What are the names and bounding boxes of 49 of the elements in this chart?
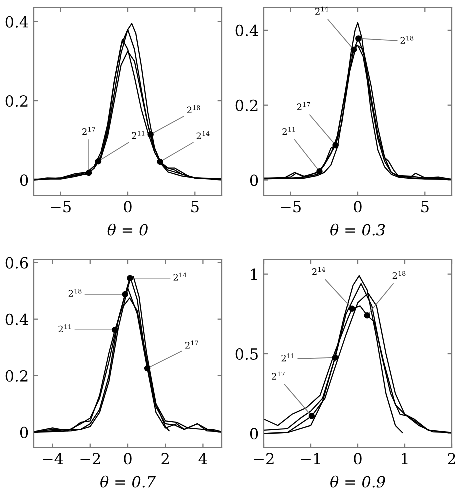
annotation: 2$^{11}$ (282, 127, 296, 136)
annotation: 2$^{14}$ (196, 131, 210, 140)
annotation: 2$^{14}$ (316, 6, 328, 15)
y-tick-label: 0.2 (6, 95, 28, 108)
x-tick-label: 0 (124, 453, 132, 465)
y-tick-label: 0 (250, 174, 258, 186)
x-tick-label: 0 (124, 201, 132, 213)
annotation: 2$^{18}$ (400, 36, 414, 44)
y-tick-label: 0 (20, 426, 28, 438)
annotation: 2$^{17}$ (297, 102, 310, 110)
x-axis-title: θ = 0 (108, 224, 148, 236)
x-tick-label: −1 (301, 453, 320, 464)
annotation: 2$^{14}$ (174, 272, 187, 281)
x-tick-label: 5 (192, 201, 199, 213)
annotation: 2$^{11}$ (132, 131, 145, 139)
x-tick-label: −2 (254, 453, 274, 464)
x-tick-label: −5 (281, 201, 301, 213)
y-tick-label: 0.5 (236, 348, 258, 360)
x-tick-label: 0 (354, 453, 362, 465)
x-axis-title: θ = 0.9 (330, 476, 386, 488)
annotation: 2$^{18}$ (187, 106, 200, 114)
annotation: 2$^{17}$ (82, 127, 96, 136)
x-tick-label: 2 (162, 453, 169, 464)
y-tick-label: 0.2 (6, 370, 28, 382)
x-tick-label: −2 (80, 453, 100, 464)
x-tick-label: 4 (198, 453, 208, 464)
x-tick-label: 0 (354, 201, 362, 213)
annotation: 2$^{14}$ (312, 267, 326, 276)
x-tick-label: −5 (51, 201, 71, 213)
annotation: 2$^{11}$ (282, 354, 294, 362)
y-tick-label: 0.4 (6, 16, 28, 28)
y-tick-label: 0.4 (6, 314, 28, 326)
x-tick-label: 1 (402, 453, 408, 464)
y-tick-label: 0.2 (236, 100, 258, 112)
x-axis-title: θ = 0.3 (330, 224, 386, 236)
annotation: 2$^{17}$ (186, 340, 198, 349)
y-tick-label: 0 (20, 174, 28, 186)
y-tick-label: 0.4 (236, 24, 258, 36)
y-tick-label: 0.6 (6, 257, 28, 269)
x-tick-label: 2 (448, 453, 456, 464)
y-tick-label: 1 (251, 268, 257, 280)
annotation: 2$^{17}$ (272, 372, 285, 380)
x-tick-label: −4 (43, 453, 64, 464)
x-tick-label: 5 (422, 201, 429, 213)
y-tick-label: 0 (250, 428, 258, 440)
x-axis-title: θ = 0.7 (100, 476, 156, 488)
annotation: 2$^{11}$ (58, 324, 72, 333)
annotation: 2$^{18}$ (392, 271, 406, 280)
annotation: 2$^{18}$ (68, 288, 82, 297)
